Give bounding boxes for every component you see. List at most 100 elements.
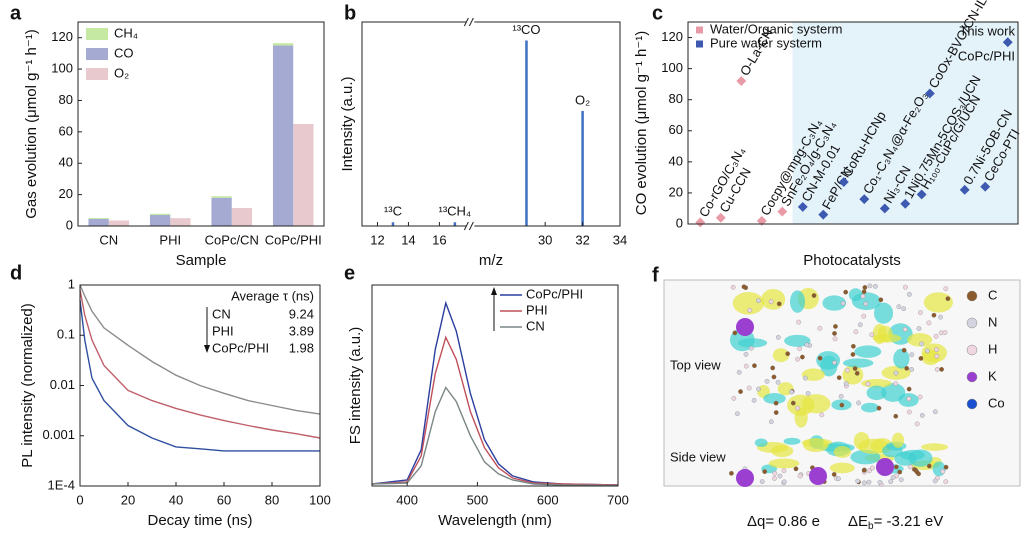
charge-blob <box>784 334 811 347</box>
x-tick-label: 600 <box>537 492 559 507</box>
atom <box>943 286 949 292</box>
charge-blob <box>921 343 948 363</box>
atom <box>861 480 867 486</box>
charge-blob <box>854 345 882 358</box>
x-tick-label: 12 <box>370 232 384 247</box>
atom <box>777 473 783 479</box>
charge-blob <box>853 432 870 450</box>
atom <box>735 411 740 417</box>
x-tick-label: 14 <box>401 232 415 247</box>
x-tick-label: PHI <box>159 232 181 247</box>
y-tick-label: 20 <box>669 184 683 199</box>
atom <box>741 284 747 290</box>
atom <box>836 375 842 381</box>
x-tick-label: CoPc/CN <box>205 232 259 247</box>
charge-blob <box>794 407 808 428</box>
y-tick-label: 1E-4 <box>48 477 75 492</box>
legend-atom <box>966 290 978 302</box>
atom <box>736 369 742 375</box>
series-line <box>79 284 321 415</box>
atom <box>817 355 823 361</box>
x-tick-label: 700 <box>607 492 629 507</box>
atom <box>743 352 749 357</box>
x-tick-label: 400 <box>396 492 418 507</box>
atom <box>893 381 899 387</box>
annotation: This work <box>959 23 1015 38</box>
legend-atom <box>966 371 978 383</box>
atom <box>888 479 894 484</box>
atom <box>869 332 875 338</box>
y-tick-label: 40 <box>669 153 683 168</box>
atom <box>932 409 938 415</box>
y-tick-label: 100 <box>51 61 73 76</box>
atom <box>768 299 774 304</box>
atom <box>893 370 899 376</box>
atom <box>933 333 939 339</box>
y-tick-label: 80 <box>59 92 73 107</box>
atom <box>919 341 925 347</box>
atom <box>795 405 801 411</box>
legend-label: CoPc/PHI <box>526 286 583 301</box>
axis-break <box>468 221 474 231</box>
y-axis-title: PL intensity (normalized) <box>19 303 36 468</box>
y-tick-label: 120 <box>661 29 683 44</box>
atom <box>934 367 940 372</box>
atom <box>934 353 940 359</box>
panel-title: Photocatalysts <box>803 252 901 269</box>
atom <box>747 307 753 313</box>
atom <box>901 306 907 312</box>
x-tick-label: 30 <box>538 232 552 247</box>
atom <box>748 345 754 351</box>
atom <box>907 409 912 415</box>
atom <box>926 320 932 326</box>
legend-swatch <box>86 28 108 40</box>
atom <box>866 468 872 474</box>
atom <box>756 298 761 304</box>
atom <box>876 405 882 411</box>
panel-label: c <box>652 2 663 24</box>
legend-atom <box>966 398 978 410</box>
atom <box>838 393 844 399</box>
charge-blob <box>921 443 949 451</box>
atom <box>926 463 932 469</box>
atom <box>932 478 938 484</box>
point <box>797 201 808 212</box>
atom <box>893 413 899 419</box>
panel-label: a <box>10 2 22 24</box>
atom <box>890 475 896 480</box>
charge-blob <box>783 437 801 445</box>
atom <box>843 289 849 295</box>
atom <box>776 301 782 307</box>
charge-blob <box>851 292 881 311</box>
inset-name: CoPc/PHI <box>212 340 269 355</box>
atom <box>918 310 923 315</box>
charge-blob <box>900 449 925 461</box>
bar <box>88 218 109 226</box>
point <box>924 88 935 99</box>
atom <box>878 297 884 303</box>
atom <box>850 352 856 357</box>
inset-arrowhead <box>204 345 210 353</box>
atom <box>762 469 768 474</box>
atom <box>831 472 837 477</box>
atom <box>863 301 869 307</box>
x-tick-label: 60 <box>217 492 231 507</box>
atom <box>751 397 757 403</box>
plot-frame <box>77 21 325 227</box>
series-line <box>79 289 321 439</box>
bar <box>272 45 294 227</box>
bar <box>272 43 294 46</box>
charge-blob <box>907 333 933 347</box>
atom <box>853 329 859 335</box>
atom <box>773 410 779 415</box>
atom <box>907 464 913 470</box>
bar <box>149 215 171 226</box>
atom <box>907 292 912 297</box>
axis-break <box>463 17 469 27</box>
axis-break-gap <box>466 223 475 229</box>
x-tick-label: CoPc/PHI <box>265 232 322 247</box>
atom <box>855 478 861 484</box>
legend-arrowhead <box>491 287 497 295</box>
atom <box>861 468 867 473</box>
y-tick-label: 80 <box>669 91 683 106</box>
